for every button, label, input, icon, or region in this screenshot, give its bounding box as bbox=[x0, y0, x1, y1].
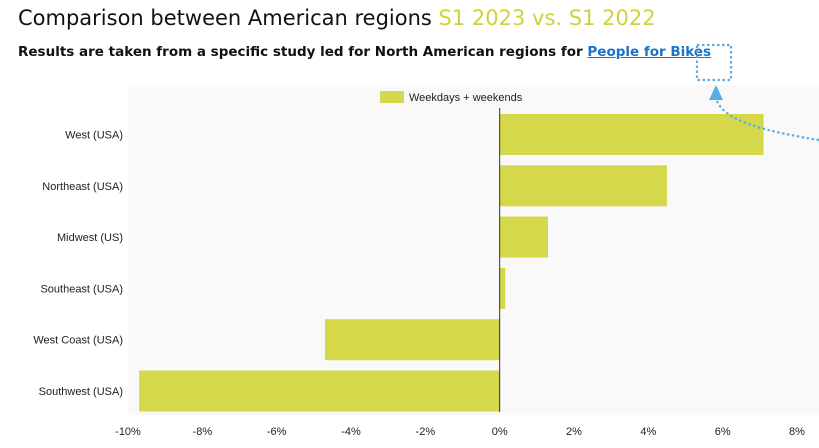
chart-subtitle: Results are taken from a specific study … bbox=[18, 44, 711, 60]
legend-label: Weekdays + weekends bbox=[409, 92, 523, 104]
bar-west-usa bbox=[499, 114, 764, 155]
x-tick-label: 8% bbox=[789, 426, 805, 438]
bar-northeast-usa bbox=[499, 165, 667, 207]
subtitle-text: Results are taken from a specific study … bbox=[18, 44, 583, 60]
legend-swatch bbox=[380, 91, 404, 103]
x-tick-label: -6% bbox=[267, 426, 287, 438]
category-label: Northeast (USA) bbox=[42, 181, 123, 193]
x-tick-label: 4% bbox=[640, 426, 656, 438]
title-highlight: S1 2023 vs. S1 2022 bbox=[438, 6, 656, 30]
bar-southeast-usa bbox=[499, 267, 506, 309]
x-tick-labels: -10% -8% -6% -4% -2% 0% 2% 4% 6% 8% bbox=[115, 426, 805, 438]
category-labels: West (USA) Northeast (USA) Midwest (US) Sou… bbox=[33, 130, 123, 399]
category-label: Midwest (US) bbox=[57, 232, 123, 244]
title-main: Comparison between American regions bbox=[18, 6, 432, 30]
annotation-arrow-head bbox=[709, 85, 723, 100]
category-label: West Coast (USA) bbox=[33, 335, 123, 347]
annotation-dotted-arrow-line bbox=[714, 97, 819, 142]
x-tick-label: -8% bbox=[193, 426, 213, 438]
category-label: West (USA) bbox=[65, 130, 123, 142]
x-tick-label: 6% bbox=[715, 426, 731, 438]
x-tick-label: -4% bbox=[341, 426, 361, 438]
chart-title: Comparison between American regions S1 2… bbox=[18, 6, 656, 30]
bar-midwest-us bbox=[499, 216, 548, 258]
x-tick-label: -10% bbox=[115, 426, 141, 438]
category-label: Southwest (USA) bbox=[39, 386, 123, 398]
bars-group bbox=[139, 114, 764, 412]
x-tick-label: 0% bbox=[492, 426, 508, 438]
category-label: Southeast (USA) bbox=[40, 283, 123, 295]
x-tick-label: -2% bbox=[416, 426, 436, 438]
people-for-bikes-link[interactable]: People for Bikes bbox=[587, 44, 712, 60]
x-tick-label: 2% bbox=[566, 426, 582, 438]
legend: Weekdays + weekends bbox=[380, 91, 523, 104]
bar-west-coast-usa bbox=[324, 319, 500, 361]
bar-southwest-usa bbox=[139, 370, 500, 412]
annotation-dotted-box bbox=[695, 43, 733, 82]
annotation-callout bbox=[695, 43, 819, 142]
